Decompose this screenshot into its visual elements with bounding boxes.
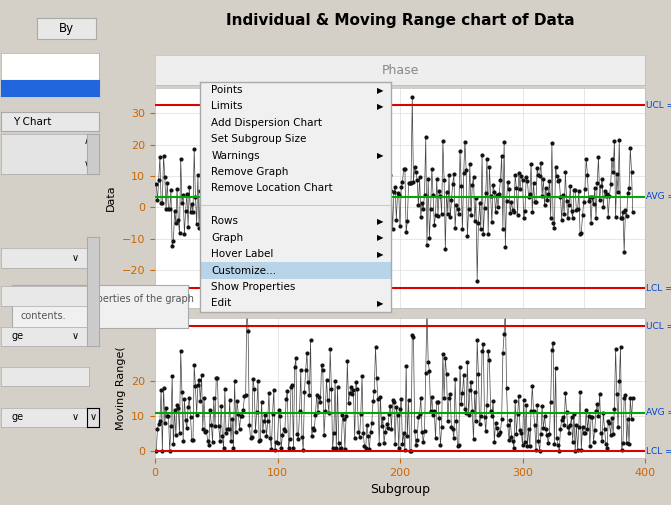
Text: ▶: ▶	[377, 102, 384, 111]
Text: Change the properties of the graph: Change the properties of the graph	[21, 294, 194, 304]
Y-axis label: Data: Data	[106, 185, 116, 211]
Text: ∨: ∨	[72, 331, 79, 341]
Text: ▶: ▶	[377, 233, 384, 242]
Text: ge: ge	[12, 412, 24, 422]
Text: Set Subgroup Size: Set Subgroup Size	[211, 134, 307, 144]
Text: ▶: ▶	[377, 151, 384, 160]
Text: LCL = 0.00: LCL = 0.00	[646, 446, 671, 456]
Text: Show Properties: Show Properties	[211, 282, 296, 292]
Text: Hover Label: Hover Label	[211, 249, 274, 259]
Y-axis label: Moving Range(: Moving Range(	[115, 346, 125, 430]
Text: Graph: Graph	[211, 233, 244, 243]
Text: Customize...: Customize...	[211, 266, 276, 276]
Text: Y Chart: Y Chart	[13, 117, 52, 127]
Text: UCL = 32.46: UCL = 32.46	[646, 101, 671, 110]
Text: ∧: ∧	[83, 136, 91, 146]
Text: By: By	[59, 22, 74, 35]
Text: ▶: ▶	[377, 299, 384, 308]
Text: ∨: ∨	[90, 412, 97, 422]
Text: AVG = 3.40: AVG = 3.40	[646, 192, 671, 201]
Text: ge: ge	[12, 331, 24, 341]
Text: contents.: contents.	[21, 311, 66, 321]
Text: ∨: ∨	[72, 253, 79, 263]
Text: Warnings: Warnings	[211, 150, 260, 161]
Text: Edit: Edit	[211, 298, 231, 309]
Text: ∨: ∨	[72, 412, 79, 422]
Text: ▶: ▶	[377, 217, 384, 226]
Text: Remove Graph: Remove Graph	[211, 167, 289, 177]
Text: Limits: Limits	[211, 102, 243, 112]
Text: Phase: Phase	[381, 64, 419, 76]
Text: ▶: ▶	[377, 85, 384, 94]
X-axis label: Subgroup: Subgroup	[370, 483, 430, 496]
Text: ∨: ∨	[83, 159, 91, 169]
Text: ▶: ▶	[377, 249, 384, 259]
Text: Individual & Moving Range chart of Data: Individual & Moving Range chart of Data	[225, 13, 574, 28]
Text: AVG = 10.93: AVG = 10.93	[646, 408, 671, 417]
Text: Rows: Rows	[211, 216, 238, 226]
Text: UCL = 35.70: UCL = 35.70	[646, 322, 671, 331]
Text: Points: Points	[211, 85, 243, 95]
Text: LCL = -25.66: LCL = -25.66	[646, 284, 671, 292]
Text: Remove Location Chart: Remove Location Chart	[211, 183, 333, 193]
Bar	[200, 263, 391, 279]
Text: Add Dispersion Chart: Add Dispersion Chart	[211, 118, 323, 128]
